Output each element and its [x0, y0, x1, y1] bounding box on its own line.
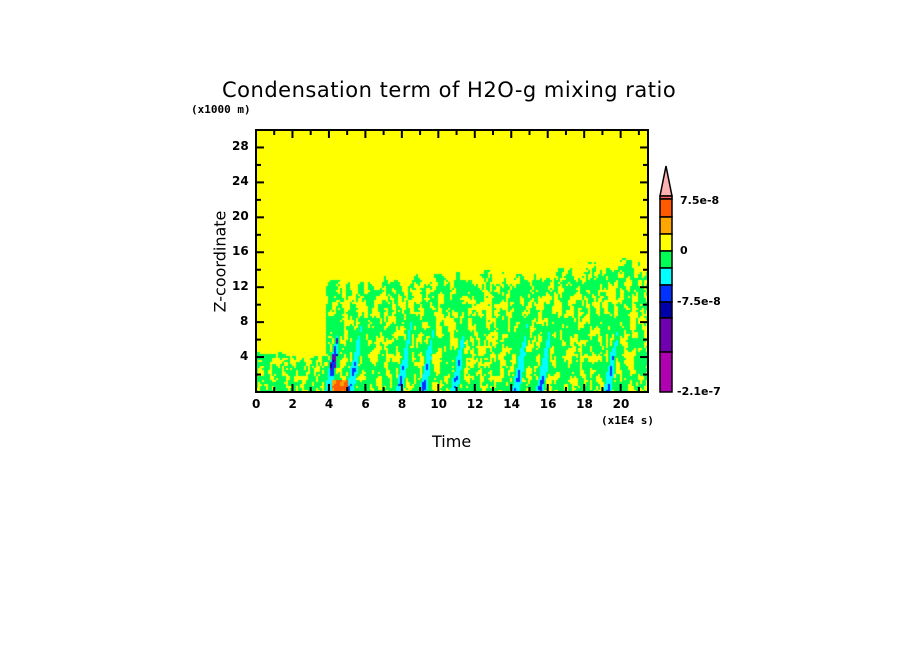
x-tick-label: 14 [503, 397, 520, 411]
plot-frame [255, 129, 649, 393]
plot-area [256, 130, 648, 392]
heatmap-field [256, 130, 648, 392]
colorbar-segment [659, 284, 673, 303]
x-tick-label: 18 [576, 397, 593, 411]
y-axis-unit: (x1000 m) [191, 103, 251, 116]
x-tick-label: 10 [430, 397, 448, 411]
y-tick-label: 28 [232, 139, 249, 154]
colorbar-segment [659, 250, 673, 269]
x-tick-label: 6 [361, 397, 370, 411]
colorbar-segment [659, 216, 673, 235]
x-axis-unit: (x1E4 s) [601, 414, 654, 427]
x-tick-label: 0 [252, 397, 261, 411]
colorbar-segment [659, 351, 673, 393]
y-tick-label: 16 [232, 244, 249, 259]
y-tick-label: 8 [240, 314, 249, 329]
y-tick-label: 12 [232, 279, 249, 294]
colorbar-label: 0 [680, 244, 688, 257]
colorbar-label: -2.1e-7 [677, 385, 721, 398]
colorbar-label: 7.5e-8 [680, 194, 720, 207]
y-tick-label: 4 [240, 349, 249, 364]
x-tick-label: 12 [466, 397, 484, 411]
x-tick-label: 16 [539, 397, 557, 411]
colorbar-segment [659, 267, 673, 286]
colorbar-extend-triangle [659, 165, 673, 197]
x-tick-label: 8 [397, 397, 407, 411]
colorbar-segment [659, 233, 673, 252]
colorbar-segment [659, 317, 673, 353]
x-tick-label: 20 [612, 397, 630, 411]
x-tick-label: 2 [288, 397, 297, 411]
chart-title: Condensation term of H2O-g mixing ratio [222, 78, 677, 102]
colorbar-label: -7.5e-8 [677, 295, 721, 308]
colorbar-segment [659, 301, 673, 319]
x-tick-label: 4 [324, 397, 334, 411]
colorbar-segment [659, 198, 673, 218]
x-axis-label: Time [432, 432, 472, 451]
y-tick-label: 20 [232, 209, 249, 224]
y-tick-label: 24 [232, 174, 249, 189]
